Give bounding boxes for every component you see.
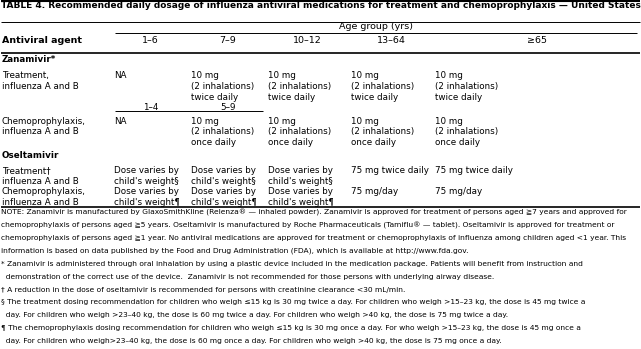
Text: 10 mg
(2 inhalations)
twice daily: 10 mg (2 inhalations) twice daily: [268, 71, 331, 102]
Text: TABLE 4. Recommended daily dosage of influenza antiviral medications for treatme: TABLE 4. Recommended daily dosage of inf…: [1, 1, 640, 10]
Text: 10 mg
(2 inhalations)
twice daily: 10 mg (2 inhalations) twice daily: [435, 71, 498, 102]
Text: Chemoprophylaxis,
influenza A and B: Chemoprophylaxis, influenza A and B: [2, 187, 86, 207]
Text: 75 mg twice daily: 75 mg twice daily: [435, 166, 512, 175]
Text: 10 mg
(2 inhalations)
twice daily: 10 mg (2 inhalations) twice daily: [191, 71, 254, 102]
Text: Dose varies by
child's weight¶: Dose varies by child's weight¶: [114, 187, 180, 207]
Text: Dose varies by
child's weight¶: Dose varies by child's weight¶: [191, 187, 257, 207]
Text: 13–64: 13–64: [376, 36, 406, 45]
Text: § The treatment dosing recommendation for children who weigh ≤15 kg is 30 mg twi: § The treatment dosing recommendation fo…: [1, 299, 585, 305]
Text: ≥65: ≥65: [526, 36, 547, 45]
Text: 10–12: 10–12: [294, 36, 322, 45]
Text: Treatment,
influenza A and B: Treatment, influenza A and B: [2, 71, 79, 91]
Text: demonstration of the correct use of the device.  Zanamivir is not recommended fo: demonstration of the correct use of the …: [1, 274, 494, 280]
Text: information is based on data published by the Food and Drug Administration (FDA): information is based on data published b…: [1, 248, 468, 254]
Text: chemoprophylaxis of persons aged ≧1 year. No antiviral medications are approved : chemoprophylaxis of persons aged ≧1 year…: [1, 235, 626, 241]
Text: Chemoprophylaxis,
influenza A and B: Chemoprophylaxis, influenza A and B: [2, 117, 86, 136]
Text: 1–6: 1–6: [142, 36, 159, 45]
Text: 75 mg/day: 75 mg/day: [435, 187, 482, 196]
Text: NA: NA: [114, 71, 127, 80]
Text: ¶ The chemoprophylaxis dosing recommendation for children who weigh ≤15 kg is 30: ¶ The chemoprophylaxis dosing recommenda…: [1, 325, 581, 331]
Text: Age group (yrs): Age group (yrs): [339, 22, 413, 31]
Text: day. For children who weigh >23–40 kg, the dose is 60 mg twice a day. For childr: day. For children who weigh >23–40 kg, t…: [1, 312, 508, 318]
Text: chemoprophylaxis of persons aged ≧5 years. Oseltamivir is manufactured by Roche : chemoprophylaxis of persons aged ≧5 year…: [1, 222, 614, 229]
Text: * Zanamivir is administered through oral inhalation by using a plastic device in: * Zanamivir is administered through oral…: [1, 261, 583, 267]
Text: Oseltamivir: Oseltamivir: [2, 151, 60, 161]
Text: Dose varies by
child's weight§: Dose varies by child's weight§: [191, 166, 256, 186]
Text: NA: NA: [114, 117, 127, 126]
Text: † A reduction in the dose of oseltamivir is recommended for persons with creatin: † A reduction in the dose of oseltamivir…: [1, 287, 405, 292]
Text: Dose varies by
child's weight¶: Dose varies by child's weight¶: [268, 187, 334, 207]
Text: 10 mg
(2 inhalations)
once daily: 10 mg (2 inhalations) once daily: [191, 117, 254, 147]
Text: 5–9: 5–9: [220, 103, 235, 112]
Text: 10 mg
(2 inhalations)
twice daily: 10 mg (2 inhalations) twice daily: [351, 71, 415, 102]
Text: Dose varies by
child's weight§: Dose varies by child's weight§: [268, 166, 333, 186]
Text: NOTE: Zanamivir is manufactured by GlaxoSmithKline (Relenza® — inhaled powder). : NOTE: Zanamivir is manufactured by Glaxo…: [1, 209, 626, 216]
Text: 1–4: 1–4: [143, 103, 158, 112]
Text: 10 mg
(2 inhalations)
once daily: 10 mg (2 inhalations) once daily: [435, 117, 498, 147]
Text: 75 mg twice daily: 75 mg twice daily: [351, 166, 429, 175]
Text: Treatment†
influenza A and B: Treatment† influenza A and B: [2, 166, 79, 186]
Text: 75 mg/day: 75 mg/day: [351, 187, 399, 196]
Text: 10 mg
(2 inhalations)
once daily: 10 mg (2 inhalations) once daily: [351, 117, 415, 147]
Text: Dose varies by
child's weight§: Dose varies by child's weight§: [114, 166, 179, 186]
Text: day. For children who weigh>23–40 kg, the dose is 60 mg once a day. For children: day. For children who weigh>23–40 kg, th…: [1, 338, 501, 344]
Text: 10 mg
(2 inhalations)
once daily: 10 mg (2 inhalations) once daily: [268, 117, 331, 147]
Text: Antiviral agent: Antiviral agent: [2, 36, 82, 45]
Text: Zanamivir*: Zanamivir*: [2, 55, 56, 64]
Text: 7–9: 7–9: [219, 36, 236, 45]
